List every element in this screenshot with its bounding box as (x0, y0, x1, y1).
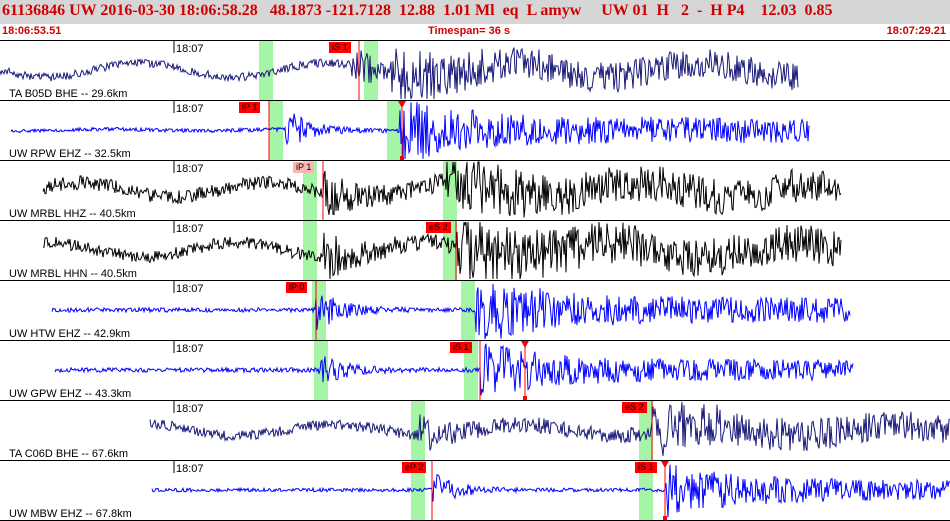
trace-panel[interactable]: 18:07 eS 2 UW MRBL HHN -- 40.5km (0, 221, 950, 281)
event-summary-title: 61136846 UW 2016-03-30 18:06:58.28 48.18… (2, 2, 833, 19)
seismic-waveform (51, 283, 851, 340)
minute-tick-label: 18:07 (176, 223, 204, 235)
station-channel-label: TA B05D BHE -- 29.6km (9, 88, 128, 100)
event-header-bar: 61136846 UW 2016-03-30 18:06:58.28 48.18… (0, 0, 950, 24)
station-channel-label: TA C06D BHE -- 67.6km (9, 448, 128, 460)
station-channel-label: UW HTW EHZ -- 42.9km (9, 328, 130, 340)
trace-panel[interactable]: 18:07 iP 1 UW MRBL HHZ -- 40.5km (0, 161, 950, 221)
pick-window (303, 161, 317, 220)
seismic-waveform (43, 221, 842, 280)
station-channel-label: UW GPW EHZ -- 43.3km (9, 388, 132, 400)
pick-window (639, 401, 653, 460)
pick-window (269, 101, 283, 160)
end-time-label: 18:07:29.21 (886, 25, 946, 37)
seismic-waveform (42, 161, 842, 218)
station-channel-label: UW MRBL HHN -- 40.5km (9, 268, 137, 280)
seismic-waveform (151, 464, 950, 518)
trace-canvas (0, 41, 799, 100)
time-scale-bar: 18:06:53.51 Timespan= 36 s 18:07:29.21 (0, 24, 950, 41)
phase-pick-label[interactable]: iP 0 (286, 282, 308, 293)
trace-panel[interactable]: 18:07 eS 2 TA C06D BHE -- 67.6km (0, 401, 950, 461)
phase-pick-label[interactable]: iS 1 (450, 342, 472, 353)
station-channel-label: UW MBW EHZ -- 67.8km (9, 508, 132, 520)
timespan-label: Timespan= 36 s (428, 25, 511, 37)
trace-panel[interactable]: 18:07 iP 0 UW HTW EHZ -- 42.9km (0, 281, 950, 341)
phase-pick-label[interactable]: iS 1 (635, 462, 657, 473)
trace-panel[interactable]: 18:07 eP 2 iS 1 UW MBW EHZ -- 67.8km (0, 461, 950, 521)
trace-canvas (151, 461, 950, 520)
pick-window (461, 281, 475, 340)
pick-end-icon (400, 156, 404, 160)
phase-pick-label[interactable]: eP 2 (402, 462, 427, 473)
seismic-waveform (0, 47, 799, 100)
trace-canvas (54, 341, 854, 400)
phase-pick-label[interactable]: eS 2 (622, 402, 647, 413)
pick-marker-icon[interactable] (521, 341, 529, 348)
phase-pick-label[interactable]: iP 1 (239, 102, 261, 113)
pick-end-icon (523, 396, 527, 400)
start-time-label: 18:06:53.51 (2, 25, 62, 37)
station-channel-label: UW RPW EHZ -- 32.5km (9, 148, 131, 160)
minute-tick-label: 18:07 (176, 103, 204, 115)
minute-tick-label: 18:07 (176, 283, 204, 295)
seismic-waveform (54, 343, 854, 396)
pick-window (303, 221, 317, 280)
pick-marker-icon[interactable] (398, 101, 406, 108)
minute-tick-label: 18:07 (176, 43, 204, 55)
pick-window (314, 341, 328, 400)
trace-canvas (43, 221, 842, 280)
pick-marker-icon[interactable] (661, 461, 669, 468)
phase-pick-label[interactable]: iS 1 (329, 42, 351, 53)
phase-pick-label[interactable]: eS 2 (426, 222, 451, 233)
trace-canvas (10, 101, 810, 160)
pick-window (411, 401, 425, 460)
minute-tick-label: 18:07 (176, 463, 204, 475)
trace-panel[interactable]: 18:07 iS 1 UW GPW EHZ -- 43.3km (0, 341, 950, 401)
pick-window (464, 341, 478, 400)
trace-panel[interactable]: 18:07 iS 1 TA B05D BHE -- 29.6km (0, 41, 950, 101)
seismic-waveform (10, 101, 810, 160)
minute-tick-label: 18:07 (176, 163, 204, 175)
trace-panel[interactable]: 18:07 iP 1 UW RPW EHZ -- 32.5km (0, 101, 950, 161)
phase-pick-label[interactable]: iP 1 (293, 162, 315, 173)
minute-tick-label: 18:07 (176, 403, 204, 415)
trace-canvas (51, 281, 851, 340)
pick-window (259, 41, 273, 100)
seismic-waveform (149, 402, 950, 457)
pick-end-icon (663, 516, 667, 520)
trace-canvas (149, 401, 950, 460)
station-channel-label: UW MRBL HHZ -- 40.5km (9, 208, 136, 220)
minute-tick-label: 18:07 (176, 343, 204, 355)
trace-canvas (42, 161, 842, 220)
